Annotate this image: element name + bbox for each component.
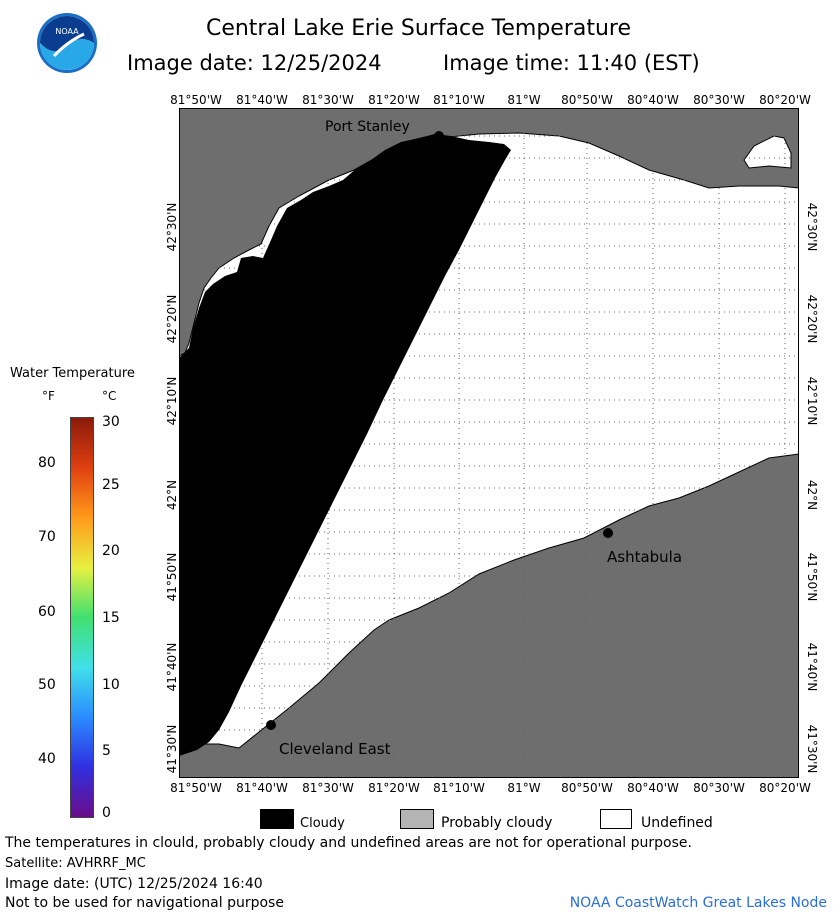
f-tick: 40 <box>38 751 56 767</box>
port-stanley-marker <box>434 131 444 141</box>
lon-label: 81°50'W <box>170 781 222 795</box>
lon-label: 80°50'W <box>561 93 613 107</box>
lon-label: 81°W <box>507 781 541 795</box>
lat-label: 42°20'N <box>805 294 819 344</box>
lat-label: 41°30'N <box>805 724 819 774</box>
lon-label: 81°20'W <box>368 93 420 107</box>
f-tick: 50 <box>38 677 56 693</box>
lon-label: 80°30'W <box>693 93 745 107</box>
lon-label: 80°30'W <box>693 781 745 795</box>
ashtabula-marker <box>603 528 613 538</box>
c-tick: 20 <box>102 543 120 559</box>
footer-satellite: Satellite: AVHRRF_MC <box>5 856 146 871</box>
lon-label: 81°40'W <box>236 93 288 107</box>
image-time: Image time: 11:40 (EST) <box>443 51 700 75</box>
lat-label: 41°30'N <box>165 724 179 774</box>
lon-label: 81°30'W <box>302 781 354 795</box>
south-shore-land <box>179 453 799 778</box>
cloudy-swatch <box>260 809 294 829</box>
footer-note: The temperatures in clould, probably clo… <box>5 835 692 851</box>
f-tick: 70 <box>38 529 56 545</box>
c-tick: 5 <box>102 743 111 759</box>
lat-label: 42°N <box>165 479 179 511</box>
lon-label: 81°50'W <box>170 93 222 107</box>
land-notch <box>743 135 792 169</box>
page-title: Central Lake Erie Surface Temperature <box>205 16 632 41</box>
ashtabula-label: Ashtabula <box>607 548 682 566</box>
lat-label: 42°30'N <box>805 202 819 252</box>
noaa-logo-icon: NOAA <box>37 13 97 73</box>
f-tick: 60 <box>38 604 56 620</box>
image-date: Image date: 12/25/2024 <box>127 51 382 75</box>
probably-cloudy-swatch <box>400 809 434 829</box>
noaa-logo: NOAA <box>36 12 98 74</box>
lon-label: 81°30'W <box>302 93 354 107</box>
legend-probably-cloudy: Probably cloudy <box>441 815 553 831</box>
c-tick: 10 <box>102 677 120 693</box>
footer-utc-date: Image date: (UTC) 12/25/2024 16:40 <box>5 876 263 892</box>
lon-label: 81°40'W <box>236 781 288 795</box>
port-stanley-label: Port Stanley <box>325 119 410 135</box>
lat-label: 41°50'N <box>165 552 179 602</box>
colorbar-title: Water Temperature <box>10 366 135 381</box>
c-tick: 15 <box>102 610 120 626</box>
colorbar <box>70 417 94 818</box>
lon-label: 81°W <box>507 93 541 107</box>
lat-label: 42°20'N <box>165 294 179 344</box>
lon-label: 81°10'W <box>433 93 485 107</box>
colorbar-unit-c: °C <box>102 389 117 403</box>
c-tick: 30 <box>102 414 120 430</box>
lake-map: Port Stanley Ashtabula Cleveland East <box>179 108 799 778</box>
colorbar-unit-f: °F <box>42 389 55 403</box>
lon-label: 81°10'W <box>433 781 485 795</box>
lat-label: 41°50'N <box>805 552 819 602</box>
footer-navigation: Not to be used for navigational purpose <box>5 895 284 911</box>
lat-label: 41°40'N <box>805 642 819 692</box>
lat-label: 41°40'N <box>165 642 179 692</box>
legend-undefined: Undefined <box>641 815 713 831</box>
cleveland-east-label: Cleveland East <box>279 740 391 758</box>
undefined-swatch <box>600 809 632 829</box>
north-shore-land <box>179 108 799 357</box>
lon-label: 80°40'W <box>627 93 679 107</box>
lat-label: 42°N <box>805 479 819 511</box>
f-tick: 80 <box>38 455 56 471</box>
footer-credit: NOAA CoastWatch Great Lakes Node <box>569 895 827 911</box>
map-frame <box>179 108 799 778</box>
cleveland-east-marker <box>266 720 276 730</box>
cloudy-area <box>179 134 511 756</box>
lon-label: 80°50'W <box>561 781 613 795</box>
lon-label: 81°20'W <box>368 781 420 795</box>
c-tick: 25 <box>102 477 120 493</box>
legend-cloudy: Cloudy <box>300 816 345 831</box>
lon-label: 80°40'W <box>627 781 679 795</box>
lon-label: 80°20'W <box>759 93 811 107</box>
c-tick: 0 <box>102 805 111 821</box>
lat-label: 42°30'N <box>165 202 179 252</box>
lat-label: 42°10'N <box>165 376 179 426</box>
logo-text: NOAA <box>55 27 79 36</box>
lat-label: 42°10'N <box>805 376 819 426</box>
lon-label: 80°20'W <box>759 781 811 795</box>
